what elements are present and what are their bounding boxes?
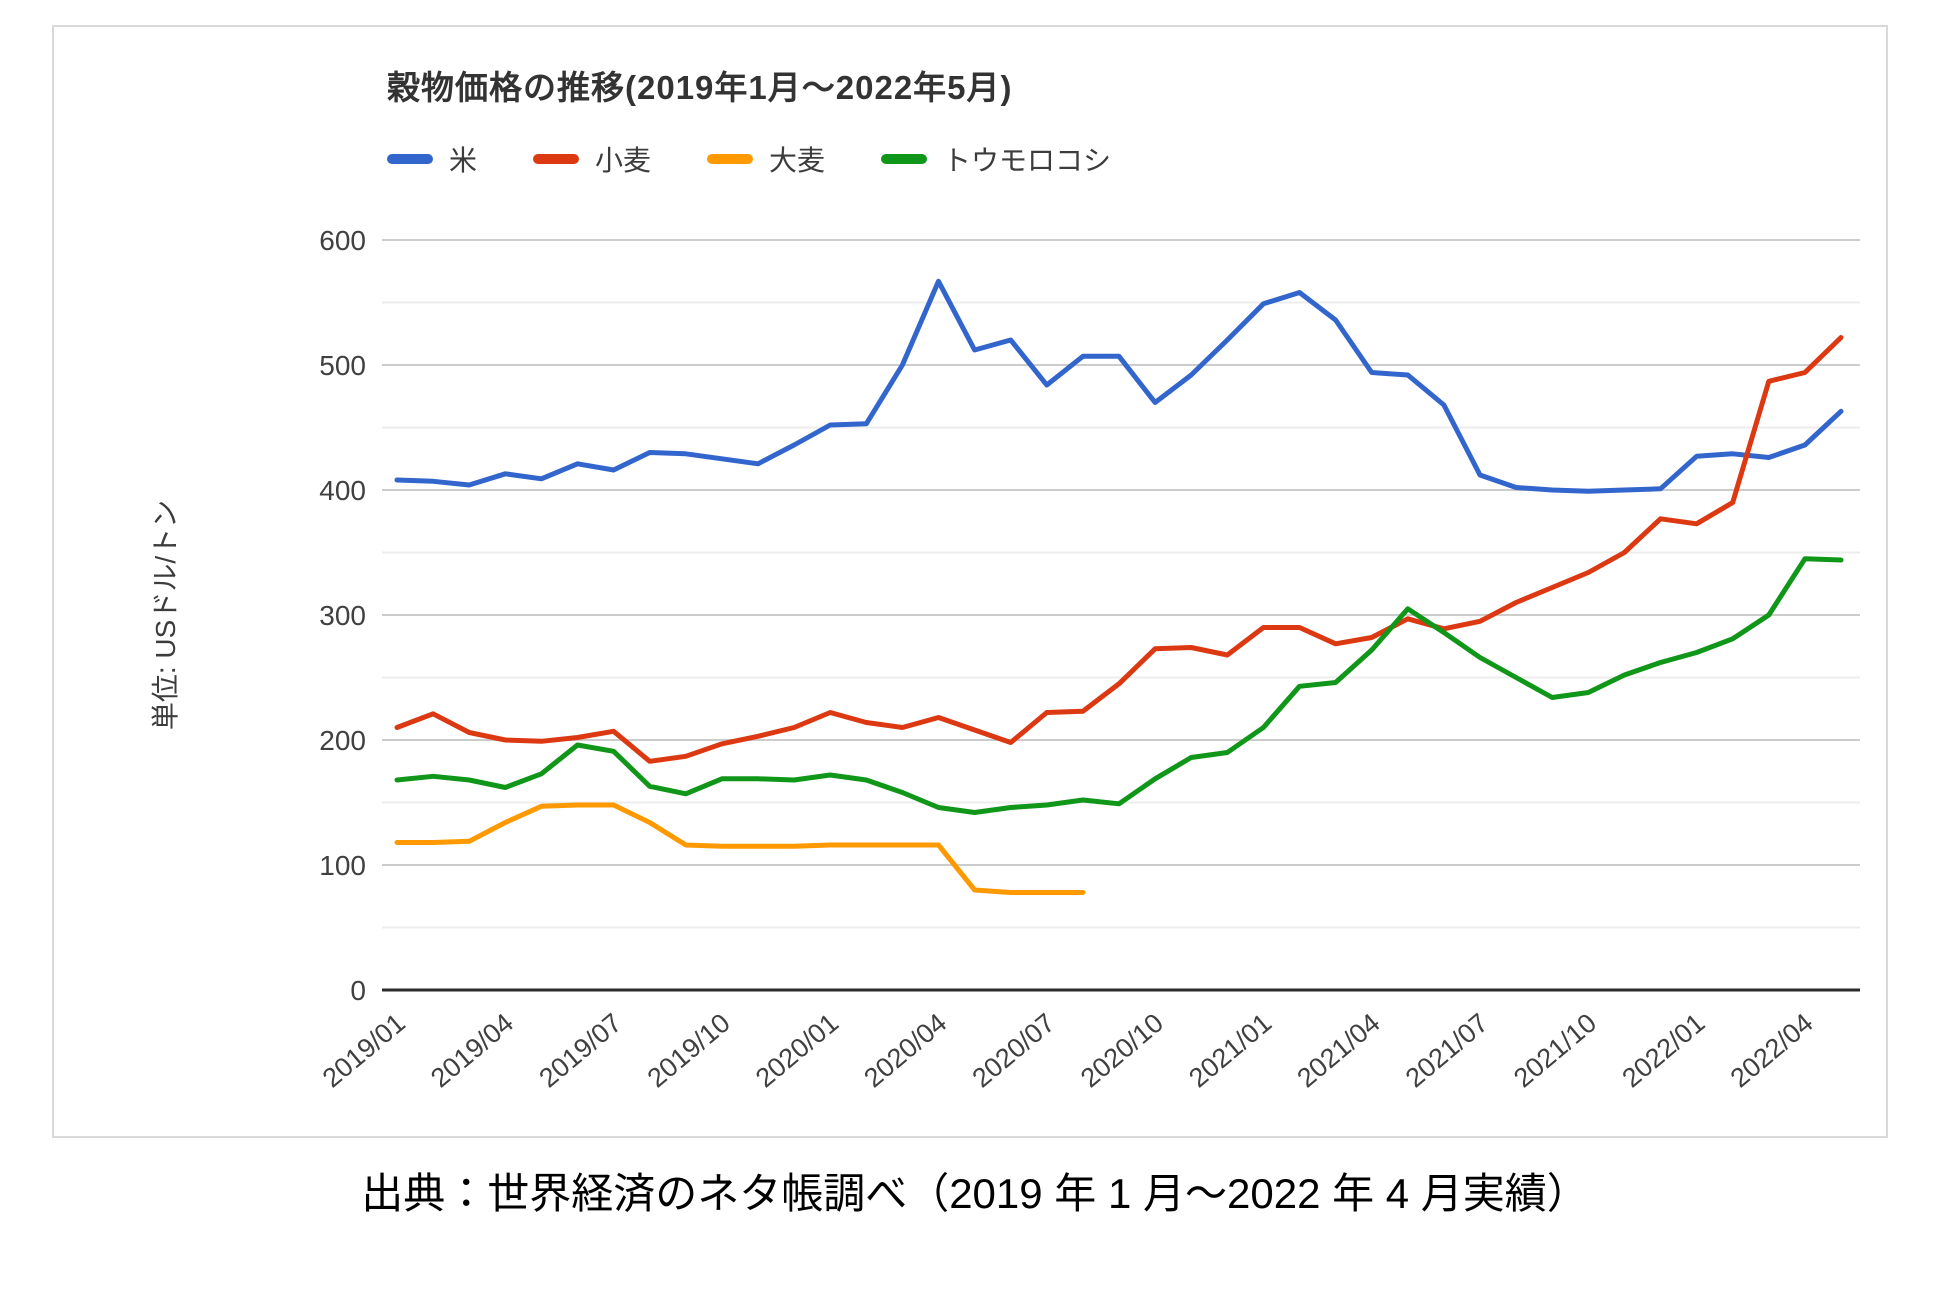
- y-tick-label: 0: [350, 975, 366, 1006]
- series-line-wheat: [394, 335, 1844, 764]
- chart-title: 穀物価格の推移(2019年1月～2022年5月): [387, 69, 1013, 106]
- series-line-barley: [394, 802, 1086, 895]
- legend-label-corn: トウモロコシ: [943, 145, 1112, 176]
- y-axis-labels: 0 100 200 300 400 500 600: [319, 225, 366, 1006]
- y-gridlines-minor: [382, 301, 1860, 929]
- x-tick-label: 2021/01: [1183, 1008, 1277, 1094]
- legend-item-wheat: 小麦: [533, 139, 651, 179]
- chart-legend: 米 小麦 大麦 トウモロコシ: [387, 139, 1111, 179]
- legend-label-rice: 米: [449, 145, 478, 176]
- legend-swatch-corn: [881, 154, 928, 164]
- x-axis-labels: 2019/01 2019/04 2019/07 2019/10 2020/01 2020/…: [317, 1008, 1819, 1094]
- plot-area: 0 100 200 300 400 500 600 2019/01 2019/04 2019/07…: [317, 225, 1860, 1094]
- legend-label-wheat: 小麦: [595, 145, 652, 176]
- x-tick-label: 2022/01: [1616, 1008, 1710, 1094]
- y-tick-label: 200: [319, 725, 366, 756]
- x-tick-label: 2021/10: [1508, 1008, 1602, 1094]
- legend-label-barley: 大麦: [769, 145, 826, 176]
- x-tick-label: 2020/07: [967, 1008, 1061, 1094]
- x-tick-label: 2022/04: [1725, 1008, 1819, 1094]
- series-line-rice: [394, 278, 1844, 494]
- x-tick-label: 2019/01: [317, 1008, 411, 1094]
- x-tick-label: 2019/04: [425, 1008, 519, 1094]
- y-tick-label: 600: [319, 225, 366, 256]
- y-tick-label: 400: [319, 475, 366, 506]
- legend-swatch-rice: [387, 154, 433, 164]
- x-tick-label: 2019/07: [533, 1008, 627, 1094]
- y-tick-label: 100: [319, 850, 366, 881]
- x-tick-label: 2020/01: [750, 1008, 844, 1094]
- x-tick-label: 2021/07: [1400, 1008, 1494, 1094]
- x-tick-label: 2020/04: [858, 1008, 952, 1094]
- legend-swatch-wheat: [533, 154, 580, 164]
- y-tick-label: 500: [319, 350, 366, 381]
- legend-swatch-barley: [707, 154, 754, 164]
- x-tick-label: 2019/10: [642, 1008, 736, 1094]
- series-line-corn: [394, 556, 1844, 815]
- x-tick-label: 2021/04: [1291, 1008, 1385, 1094]
- legend-item-barley: 大麦: [707, 139, 825, 179]
- x-tick-label: 2020/10: [1075, 1008, 1169, 1094]
- source-caption: 出典：世界経済のネタ帳調べ（2019 年 1 月～2022 年 4 月実績）: [361, 1170, 1589, 1217]
- y-tick-label: 300: [319, 600, 366, 631]
- legend-item-rice: 米: [387, 139, 477, 179]
- chart-card: 穀物価格の推移(2019年1月～2022年5月) 米小麦 大麦 トウモロコシ 単位:…: [52, 25, 1888, 1138]
- legend-item-corn: トウモロコシ: [881, 139, 1111, 179]
